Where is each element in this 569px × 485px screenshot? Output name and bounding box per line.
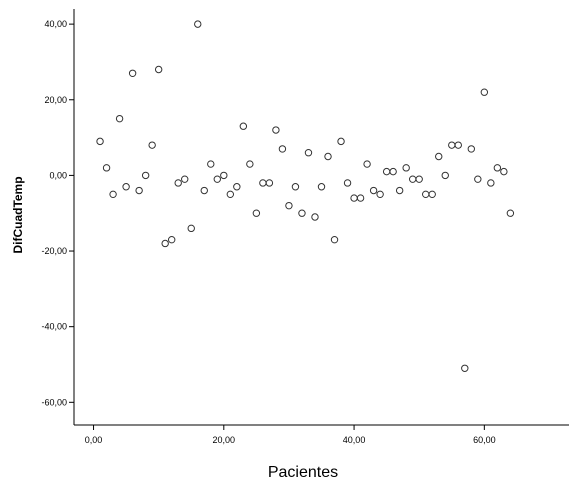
y-axis-title: DifCuadTemp xyxy=(11,176,25,253)
y-tick-label: 20,00 xyxy=(44,95,67,105)
data-point xyxy=(337,137,345,146)
data-points xyxy=(96,20,515,372)
y-tick-label: 40,00 xyxy=(44,19,67,29)
data-point xyxy=(454,141,462,149)
y-axis-ticks: 40,00 20,00 0,00 -20,00 -40,00 -60,00 xyxy=(41,19,74,407)
data-point xyxy=(246,160,254,168)
data-point xyxy=(154,65,163,74)
data-point xyxy=(467,145,476,153)
data-point xyxy=(233,183,241,191)
x-axis-title: Pacientes xyxy=(268,464,338,481)
data-point xyxy=(252,209,261,217)
data-point xyxy=(389,167,397,176)
data-point xyxy=(291,183,300,191)
data-point xyxy=(369,186,378,195)
x-axis-ticks: 0,00 20,00 40,00 60,00 xyxy=(85,425,496,445)
data-point xyxy=(487,179,495,187)
data-point xyxy=(317,183,326,191)
data-point xyxy=(506,209,515,217)
data-point xyxy=(122,183,130,191)
data-point xyxy=(239,122,248,130)
x-tick-label: 0,00 xyxy=(85,435,103,445)
data-point xyxy=(181,175,189,183)
data-point xyxy=(278,145,287,153)
data-point xyxy=(304,149,313,157)
data-point xyxy=(135,186,143,195)
data-point xyxy=(161,239,169,248)
data-point xyxy=(500,167,508,176)
data-point xyxy=(102,164,111,172)
data-point xyxy=(363,160,371,168)
data-point xyxy=(226,190,235,199)
data-point xyxy=(265,179,274,187)
data-point xyxy=(441,171,449,180)
x-tick-label: 60,00 xyxy=(473,435,496,445)
data-point xyxy=(115,114,124,123)
data-point xyxy=(167,235,176,244)
data-point xyxy=(402,164,410,172)
data-point xyxy=(109,190,117,199)
data-point xyxy=(96,137,104,146)
data-point xyxy=(220,171,228,180)
data-point xyxy=(148,141,156,149)
data-point xyxy=(213,175,221,183)
data-point xyxy=(174,179,182,187)
data-point xyxy=(141,171,150,180)
data-point xyxy=(324,152,332,161)
x-tick-label: 40,00 xyxy=(343,435,366,445)
data-point xyxy=(461,364,469,372)
data-point xyxy=(298,209,306,217)
data-point xyxy=(200,186,208,195)
data-point xyxy=(395,186,404,195)
x-tick-label: 20,00 xyxy=(213,435,236,445)
y-tick-label: -60,00 xyxy=(41,397,67,407)
data-point xyxy=(356,194,365,202)
data-point xyxy=(194,20,202,28)
data-point xyxy=(428,190,436,199)
data-point xyxy=(435,152,443,161)
data-point xyxy=(311,213,319,221)
data-point xyxy=(285,201,293,210)
data-point xyxy=(128,69,137,77)
data-point xyxy=(493,164,502,172)
data-point xyxy=(330,235,339,244)
data-point xyxy=(187,224,195,233)
data-point xyxy=(415,175,423,183)
y-tick-label: -20,00 xyxy=(41,246,67,256)
data-point xyxy=(272,126,280,134)
y-tick-label: 0,00 xyxy=(49,170,67,180)
data-point xyxy=(376,190,384,199)
data-point xyxy=(474,175,482,183)
data-point xyxy=(480,88,489,96)
y-tick-label: -40,00 xyxy=(41,322,67,332)
data-point xyxy=(207,160,215,168)
data-point xyxy=(343,179,352,187)
